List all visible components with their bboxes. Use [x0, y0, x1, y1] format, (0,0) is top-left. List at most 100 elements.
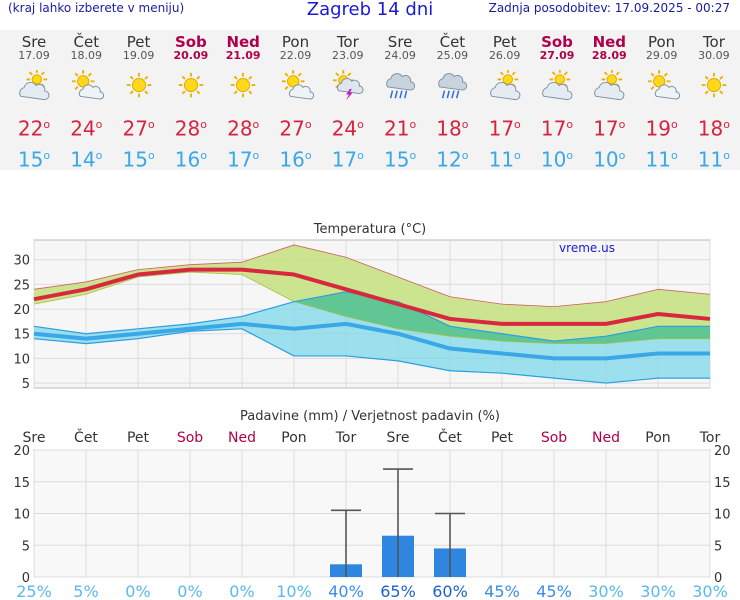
thunderstorm-icon: [332, 70, 364, 101]
degree-mark: o: [723, 118, 730, 131]
precip-probability: 0%: [125, 582, 150, 600]
day-date: 19.09: [122, 49, 155, 62]
precip-probability: 45%: [484, 582, 520, 600]
x-tick-label: Ned: [228, 430, 256, 446]
high-temp-value: 28: [227, 116, 253, 141]
high-temp-value: 17: [488, 116, 515, 141]
high-temp-value: 19: [645, 116, 671, 141]
rain-icon: [386, 73, 416, 99]
precip-probability: 65%: [380, 582, 416, 600]
daily-forecast-strip: Sre 17.09 22o 15o Čet 18.09 24o 14o Pet 19.09 27o 1…: [0, 30, 740, 170]
low-temp: 11o: [479, 145, 531, 170]
degree-mark: o: [357, 118, 364, 131]
degree-mark: o: [43, 118, 51, 131]
day-name: Čet: [73, 33, 100, 51]
high-temp: 17o: [531, 114, 583, 140]
day-column: Sre 24.09 21o 15o: [374, 30, 426, 170]
max-lower-line: [33, 271, 710, 345]
day-name: Pon: [647, 33, 676, 51]
low-temp: 11o: [688, 145, 740, 170]
y-tick-label-right: 0: [714, 571, 722, 586]
y-tick-label-right: 15: [714, 476, 731, 491]
x-tick-label: Sre: [387, 430, 410, 446]
x-tick-label: Tor: [335, 430, 357, 446]
y-tick-label-left: 5: [22, 539, 30, 554]
high-temp-value: 17: [593, 116, 619, 141]
day-date: 20.09: [173, 49, 209, 62]
degree-mark: o: [252, 148, 260, 162]
day-column: Sob 20.09 28 o 16o: [165, 30, 217, 170]
x-tick-label: Pet: [491, 430, 514, 446]
low-temp-value: 16: [279, 147, 305, 172]
day-name: Ned: [226, 33, 260, 51]
y-tick-label: 20: [13, 303, 30, 318]
y-tick-label-right: 20: [714, 444, 731, 459]
degree-mark: o: [514, 148, 521, 162]
y-tick-label-right: 10: [714, 508, 731, 523]
degree-mark: o: [43, 148, 51, 162]
y-tick-label-right: 5: [714, 539, 722, 554]
min-lower-line: [33, 328, 710, 384]
high-temp-value: 18: [436, 116, 462, 141]
degree-mark: o: [252, 118, 260, 131]
x-tick-label: Čet: [74, 428, 98, 446]
degree-mark: o: [95, 148, 103, 162]
low-temp-value: 16: [174, 147, 201, 172]
partly-cloudy-icon: [19, 69, 50, 101]
degree-mark: o: [723, 148, 730, 162]
high-temp: 24o: [322, 114, 374, 140]
degree-mark: o: [670, 148, 678, 162]
day-name: Čet: [439, 33, 466, 51]
x-tick-label: Sre: [23, 430, 46, 446]
rain-icon: [438, 73, 468, 99]
partly-cloudy-icon: [542, 69, 573, 101]
high-temp-value: 21: [384, 116, 410, 141]
sun-cloud-icon: [647, 70, 680, 100]
low-temp-value: 15: [122, 147, 148, 172]
y-tick-label: 5: [22, 377, 30, 392]
degree-mark: o: [409, 118, 417, 131]
day-column: Pet 26.09 17o 11o: [479, 30, 531, 170]
precip-probability: 30%: [640, 582, 676, 600]
day-date: 18.09: [70, 49, 103, 62]
degree-mark: o: [357, 148, 364, 162]
degree-mark: o: [514, 118, 521, 131]
degree-mark: o: [618, 118, 626, 131]
min-range-band: [34, 291, 710, 384]
x-tick-label: Pet: [127, 430, 150, 446]
low-temp: 16o: [165, 145, 217, 172]
degree-mark: o: [409, 148, 417, 162]
degree-mark: o: [461, 148, 469, 162]
day-column: Pon 22.09 27o 16o: [270, 30, 322, 170]
day-date: 27.09: [539, 49, 575, 62]
day-name: Sre: [21, 33, 47, 51]
day-column: Pet 19.09 27o 15o: [113, 30, 165, 170]
day-name: Tor: [336, 33, 359, 51]
day-name: Sob: [174, 33, 207, 51]
low-temp: 15o: [113, 145, 165, 172]
high-temp: 21o: [374, 114, 426, 140]
y-tick-label-left: 15: [13, 476, 30, 491]
high-temp-value: 28: [174, 116, 201, 141]
y-tick-label: 25: [13, 278, 30, 293]
degree-mark: o: [200, 148, 207, 162]
day-date: 22.09: [279, 49, 312, 62]
overlap-band: [34, 272, 710, 344]
low-temp: 17o: [217, 145, 269, 170]
sun-cloud-icon: [281, 70, 314, 100]
sun-cloud-icon: [72, 70, 105, 100]
partly-cloudy-icon: [594, 69, 625, 101]
low-temp: 15o: [374, 145, 426, 170]
region-hint[interactable]: (kraj lahko izberete v meniju): [8, 1, 185, 15]
source-label: vreme.us: [559, 241, 615, 255]
day-date: 17.09: [18, 49, 50, 62]
x-tick-label: Čet: [438, 428, 462, 446]
low-temp: 10o: [531, 145, 583, 170]
high-temp-value: 27: [279, 116, 305, 141]
high-temp-value: 22: [17, 116, 44, 141]
low-temp: 11o: [636, 145, 688, 170]
high-temp-value: 17: [540, 116, 567, 141]
degree-mark: o: [304, 148, 312, 162]
sun-icon: [126, 72, 151, 98]
sun-icon: [178, 72, 204, 98]
